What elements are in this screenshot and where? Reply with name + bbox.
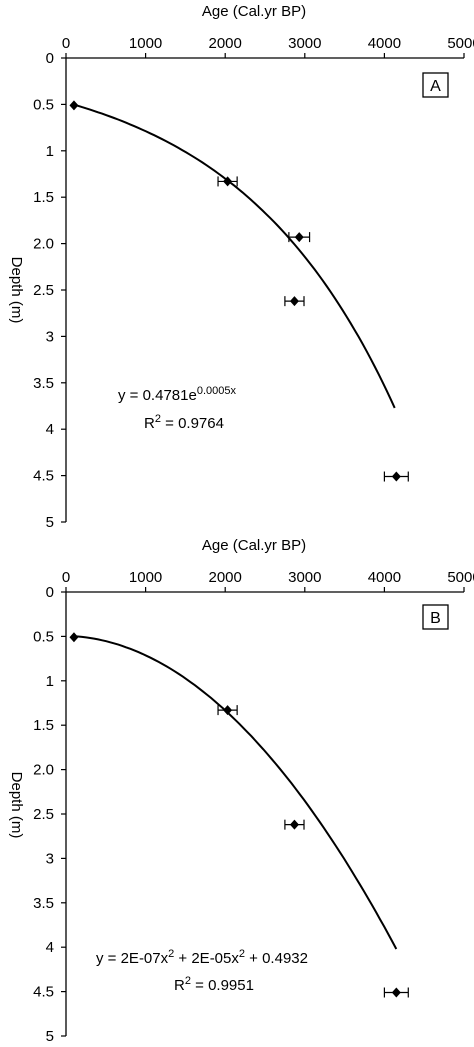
y-tick-label: 1.5 xyxy=(33,189,54,206)
y-axis-title: Depth (m) xyxy=(8,772,25,839)
panel-label-box xyxy=(422,604,449,630)
x-tick-label: 0 xyxy=(62,35,70,52)
y-tick-label: 4.5 xyxy=(33,984,54,1001)
y-tick-label: 4 xyxy=(46,421,54,438)
y-tick-label: 3 xyxy=(46,850,54,867)
y-tick-label: 2.5 xyxy=(33,806,54,823)
panel-label: A xyxy=(430,78,441,95)
y-tick-label: 0.5 xyxy=(33,628,54,645)
chart-panel-a: Age (Cal.yr BP) Depth (m) 0 1000 2000 3000 4… xyxy=(8,3,474,531)
x-axis-title: Age (Cal.yr BP) xyxy=(202,537,306,554)
y-tick-label: 1 xyxy=(46,673,54,690)
x-tick-label: 2000 xyxy=(209,35,242,52)
y-tick-label: 3 xyxy=(46,328,54,345)
y-tick-label: 4.5 xyxy=(33,468,54,485)
chart-panel-b: Age (Cal.yr BP) Depth (m) 0 1000 2000 3000 4… xyxy=(8,537,474,1045)
data-point xyxy=(289,296,299,307)
r-squared: R2 = 0.9764 xyxy=(144,413,224,432)
x-tick-label: 0 xyxy=(62,569,70,586)
y-tick-label: 5 xyxy=(46,514,54,531)
data-point xyxy=(391,471,401,482)
x-tick-label: 4000 xyxy=(368,35,401,52)
y-tick-label: 5 xyxy=(46,1028,54,1045)
y-axis-title: Depth (m) xyxy=(8,257,25,324)
y-tick-label: 0 xyxy=(46,584,54,601)
y-tick-label: 3.5 xyxy=(33,375,54,392)
panel-label-box xyxy=(422,72,449,98)
fit-equation: y = 0.4781e0.0005x xyxy=(118,385,236,404)
y-tick-label: 3.5 xyxy=(33,895,54,912)
data-point xyxy=(391,987,401,998)
x-axis-title: Age (Cal.yr BP) xyxy=(202,3,306,20)
fit-equation: y = 2E-07x2 + 2E-05x2 + 0.4932 xyxy=(96,948,308,967)
y-tick-label: 4 xyxy=(46,939,54,956)
data-point xyxy=(223,176,233,187)
panel-label: B xyxy=(430,610,441,627)
data-point xyxy=(289,819,299,830)
x-tick-label: 1000 xyxy=(129,35,162,52)
y-tick-label: 2.5 xyxy=(33,282,54,299)
y-tick-label: 2.0 xyxy=(33,762,54,779)
data-point xyxy=(69,632,79,643)
y-tick-label: 2.0 xyxy=(33,236,54,253)
data-point xyxy=(294,232,304,243)
y-tick-label: 1.5 xyxy=(33,717,54,734)
x-tick-label: 4000 xyxy=(368,569,401,586)
x-tick-label: 3000 xyxy=(288,569,321,586)
r-squared: R2 = 0.9951 xyxy=(174,975,254,994)
data-point xyxy=(223,705,233,716)
x-tick-label: 1000 xyxy=(129,569,162,586)
x-tick-label: 2000 xyxy=(209,569,242,586)
x-tick-label: 3000 xyxy=(288,35,321,52)
y-tick-label: 1 xyxy=(46,143,54,160)
fit-curve xyxy=(73,103,396,409)
data-point xyxy=(69,100,79,111)
y-tick-label: 0 xyxy=(46,50,54,67)
fit-curve xyxy=(73,635,398,950)
y-tick-label: 0.5 xyxy=(33,96,54,113)
